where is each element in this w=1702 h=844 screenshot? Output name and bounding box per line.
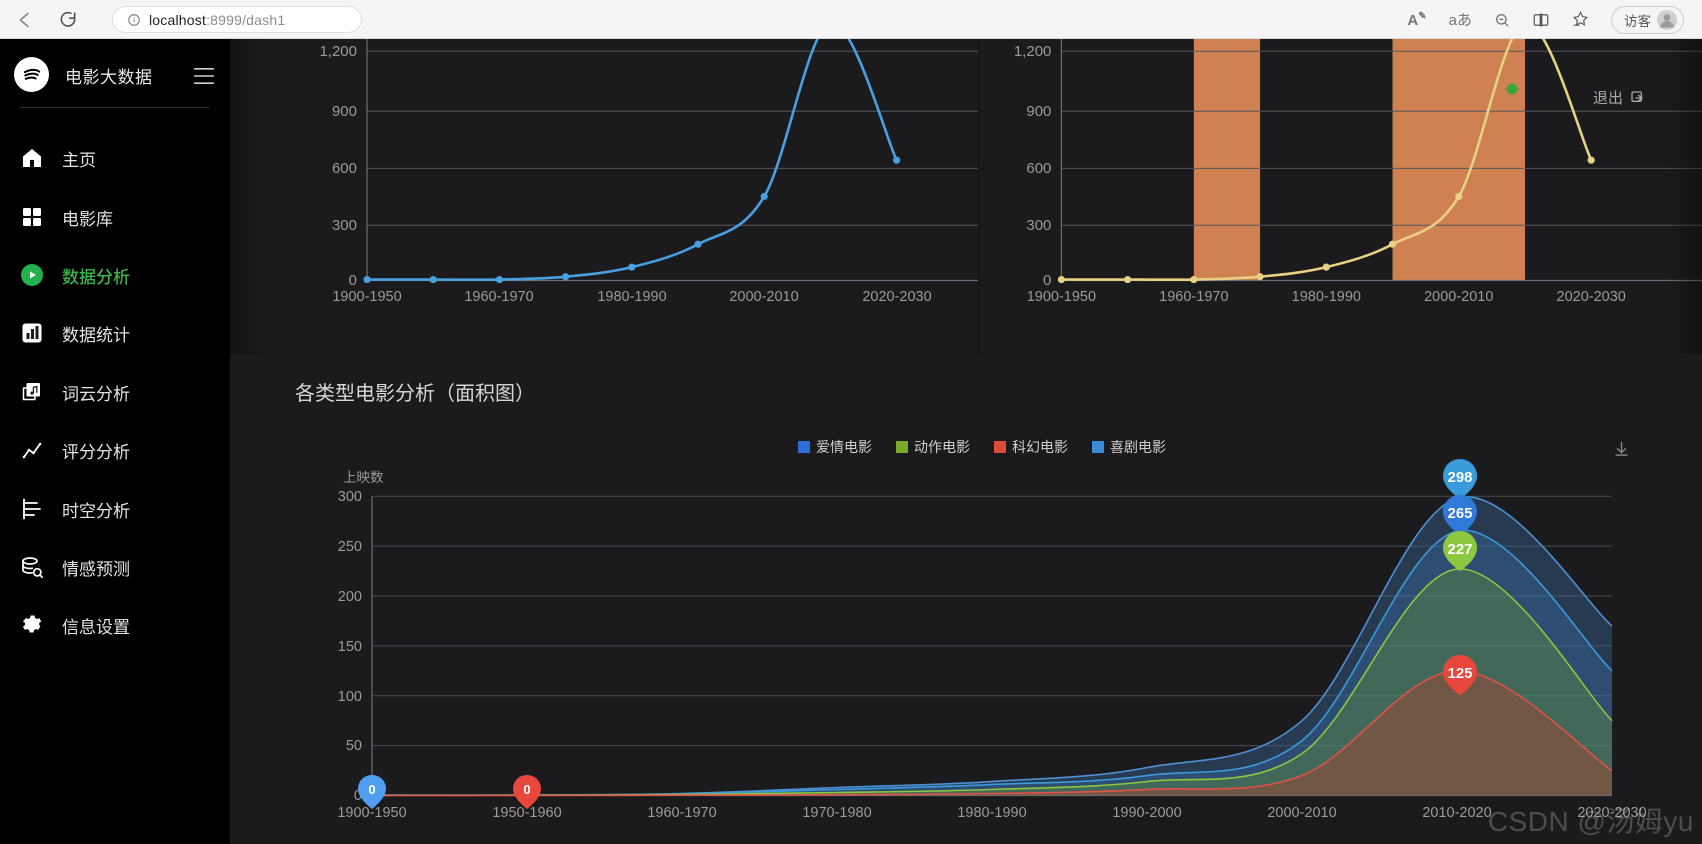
svg-text:1980-1990: 1980-1990 bbox=[957, 805, 1026, 821]
svg-text:0: 0 bbox=[349, 272, 357, 289]
svg-text:125: 125 bbox=[1447, 665, 1472, 682]
svg-text:250: 250 bbox=[338, 539, 362, 555]
svg-text:900: 900 bbox=[332, 103, 357, 120]
svg-text:150: 150 bbox=[338, 639, 362, 655]
svg-text:300: 300 bbox=[338, 489, 362, 505]
svg-text:200: 200 bbox=[338, 589, 362, 605]
svg-text:0: 0 bbox=[523, 782, 530, 797]
svg-text:1900-1950: 1900-1950 bbox=[332, 289, 401, 305]
svg-text:300: 300 bbox=[1026, 217, 1051, 234]
svg-text:50: 50 bbox=[346, 738, 362, 754]
svg-text:300: 300 bbox=[332, 217, 357, 234]
svg-text:227: 227 bbox=[1447, 541, 1472, 558]
svg-text:1990-2000: 1990-2000 bbox=[1112, 805, 1181, 821]
svg-text:2010-2020: 2010-2020 bbox=[1422, 805, 1491, 821]
svg-text:1970-1980: 1970-1980 bbox=[802, 805, 871, 821]
svg-text:0: 0 bbox=[368, 782, 375, 797]
svg-text:1960-1970: 1960-1970 bbox=[1159, 289, 1228, 305]
svg-text:1960-1970: 1960-1970 bbox=[464, 289, 533, 305]
svg-text:1960-1970: 1960-1970 bbox=[647, 805, 716, 821]
svg-text:2000-2010: 2000-2010 bbox=[1267, 805, 1336, 821]
svg-text:上映数: 上映数 bbox=[343, 470, 384, 485]
svg-text:1900-1950: 1900-1950 bbox=[1027, 289, 1096, 305]
svg-text:0: 0 bbox=[1043, 272, 1051, 289]
svg-text:1980-1990: 1980-1990 bbox=[597, 289, 666, 305]
svg-text:900: 900 bbox=[1026, 103, 1051, 120]
svg-text:298: 298 bbox=[1447, 469, 1472, 486]
svg-text:2000-2010: 2000-2010 bbox=[1424, 289, 1493, 305]
svg-text:600: 600 bbox=[1026, 160, 1051, 177]
svg-text:100: 100 bbox=[338, 689, 362, 705]
svg-text:2000-2010: 2000-2010 bbox=[729, 289, 798, 305]
svg-text:1,200: 1,200 bbox=[1014, 43, 1052, 60]
svg-text:600: 600 bbox=[332, 160, 357, 177]
svg-text:1,200: 1,200 bbox=[319, 43, 357, 60]
svg-text:2020-2030: 2020-2030 bbox=[862, 289, 931, 305]
svg-text:265: 265 bbox=[1447, 505, 1472, 522]
svg-text:2020-2030: 2020-2030 bbox=[1557, 289, 1626, 305]
svg-text:1980-1990: 1980-1990 bbox=[1292, 289, 1361, 305]
